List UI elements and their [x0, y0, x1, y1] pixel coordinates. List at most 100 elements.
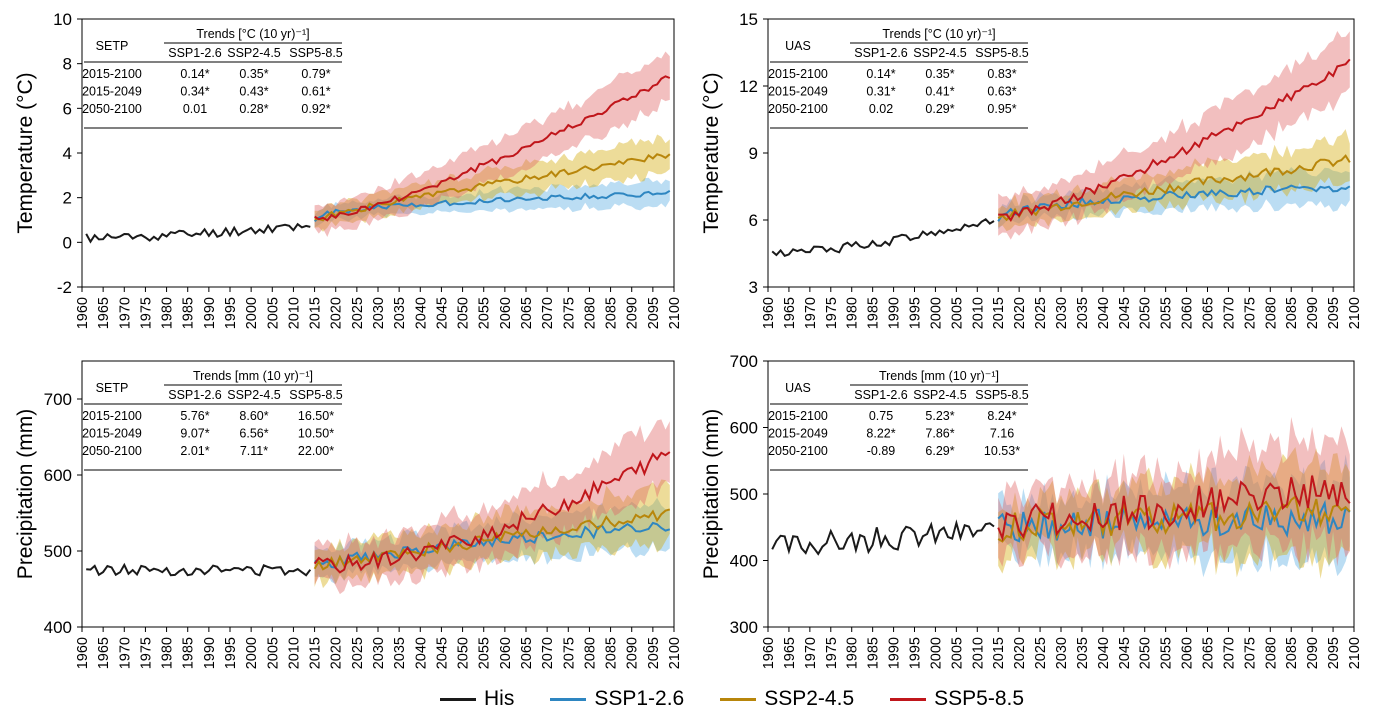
line-his-setp-precip	[86, 562, 312, 577]
x-tick-label-uas-temp: 2080	[1263, 297, 1279, 329]
y-tick-label-uas-precip: 400	[730, 552, 758, 571]
x-tick-label-uas-temp: 1960	[761, 297, 777, 329]
band-ssp126-setp-temp	[314, 177, 670, 228]
x-tick-label-uas-temp: 2055	[1159, 297, 1175, 329]
table-value-setp-precip: 6.56*	[239, 427, 268, 441]
table-period-setp-precip: 2050-2100	[82, 444, 142, 458]
x-tick-label-setp-temp: 2090	[625, 297, 641, 329]
x-tick-label-uas-temp: 2050	[1138, 297, 1154, 329]
table-value-uas-precip: 7.86*	[925, 427, 954, 441]
x-tick-label-uas-precip: 2080	[1263, 637, 1279, 669]
table-value-setp-temp: 0.92*	[301, 102, 330, 116]
x-tick-label-uas-precip: 2090	[1305, 637, 1321, 669]
table-value-uas-temp: 0.83*	[987, 67, 1016, 81]
x-tick-label-uas-temp: 2100	[1347, 297, 1363, 329]
line-ssp245-uas-precip	[997, 494, 1351, 543]
table-value-setp-precip: 7.11*	[240, 444, 268, 458]
x-tick-label-uas-temp: 1990	[887, 297, 903, 329]
x-tick-label-setp-temp: 2025	[350, 297, 366, 329]
table-value-uas-precip: 6.29*	[925, 444, 954, 458]
x-tick-label-uas-precip: 1985	[866, 637, 882, 669]
x-tick-label-uas-precip: 2100	[1347, 637, 1363, 669]
y-tick-label-setp-temp: 6	[63, 99, 72, 118]
legend-swatch-his	[440, 697, 476, 701]
y-tick-label-setp-precip: 400	[44, 618, 72, 637]
line-ssp585-uas-precip	[997, 475, 1351, 542]
x-tick-label-uas-precip: 2010	[970, 637, 986, 669]
x-tick-label-setp-temp: 2030	[371, 297, 387, 329]
table-col-uas-precip: SSP2-4.5	[913, 388, 967, 402]
line-his-setp-temp	[85, 222, 311, 244]
x-tick-label-uas-temp: 2015	[991, 297, 1007, 329]
x-tick-label-setp-temp: 2005	[265, 297, 281, 329]
y-axis-label-uas-precip: Precipitation (mm)	[700, 409, 723, 579]
x-tick-label-setp-temp: 1990	[202, 297, 218, 329]
x-tick-label-setp-temp: 2000	[244, 297, 260, 329]
band-ssp126-uas-temp	[998, 167, 1350, 229]
legend-label-his: His	[484, 687, 515, 710]
panel-uas-precip: 300 400 500 600 700 1960 1965 1970 1975 1980 1985 1…	[700, 352, 1363, 669]
x-tick-label-setp-temp: 1975	[138, 297, 154, 329]
x-tick-label-uas-temp: 1965	[782, 297, 798, 329]
x-tick-label-setp-precip: 1970	[117, 637, 133, 669]
legend-label-ssp245: SSP2-4.5	[764, 687, 855, 710]
table-value-uas-temp: 0.29*	[925, 102, 954, 116]
legend-label-ssp126: SSP1-2.6	[594, 687, 685, 710]
x-tick-label-uas-precip: 2035	[1075, 637, 1091, 669]
x-tick-label-uas-precip: 1990	[887, 637, 903, 669]
x-tick-label-uas-precip: 1995	[908, 637, 924, 669]
x-tick-label-uas-temp: 2035	[1075, 297, 1091, 329]
line-his-uas-precip	[771, 519, 995, 556]
table-value-setp-temp: 0.14*	[180, 67, 209, 81]
line-ssp585-setp-precip	[313, 451, 671, 574]
x-tick-label-setp-precip: 2025	[350, 637, 366, 669]
table-col-uas-precip: SSP5-8.5	[975, 388, 1029, 402]
table-header-setp-precip: Trends [mm (10 yr)⁻¹]	[193, 369, 313, 383]
x-tick-label-uas-precip: 2025	[1033, 637, 1049, 669]
line-ssp245-uas-temp	[997, 154, 1351, 222]
x-tick-label-uas-precip: 2020	[1012, 637, 1028, 669]
y-tick-label-setp-precip: 500	[44, 542, 72, 561]
table-value-uas-temp: 0.02	[869, 102, 893, 116]
table-value-setp-temp: 0.01	[183, 102, 207, 116]
x-tick-label-setp-precip: 2010	[286, 637, 302, 669]
legend-item-ssp245: SSP2-4.5	[720, 687, 854, 711]
y-tick-label-setp-temp: 0	[63, 233, 72, 252]
x-tick-label-setp-temp: 2010	[286, 297, 302, 329]
x-tick-label-setp-precip: 2020	[329, 637, 345, 669]
x-tick-label-uas-temp: 1995	[908, 297, 924, 329]
x-tick-label-setp-temp: 1970	[117, 297, 133, 329]
y-tick-label-setp-precip: 700	[44, 390, 72, 409]
band-ssp126-uas-precip	[998, 454, 1350, 578]
x-tick-label-setp-temp: 2035	[392, 297, 408, 329]
x-tick-label-setp-temp: 2020	[329, 297, 345, 329]
line-his-uas-temp	[771, 218, 995, 257]
table-header-setp-temp: Trends [°C (10 yr)⁻¹]	[196, 27, 309, 41]
x-tick-label-setp-precip: 2055	[477, 637, 493, 669]
x-tick-label-uas-temp: 1975	[824, 297, 840, 329]
x-tick-label-setp-precip: 2035	[392, 637, 408, 669]
x-tick-label-setp-precip: 1985	[181, 637, 197, 669]
legend-item-ssp585: SSP5-8.5	[890, 687, 1024, 711]
x-tick-label-uas-temp: 2075	[1242, 297, 1258, 329]
legend-item-his: His	[440, 687, 514, 711]
table-value-setp-temp: 0.79*	[301, 67, 330, 81]
table-value-setp-precip: 16.50*	[298, 409, 334, 423]
table-value-uas-precip: 10.53*	[984, 444, 1020, 458]
x-tick-label-setp-precip: 2000	[244, 637, 260, 669]
table-col-setp-precip: SSP1-2.6	[168, 388, 222, 402]
x-tick-label-uas-temp: 2000	[928, 297, 944, 329]
x-tick-label-setp-precip: 2075	[561, 637, 577, 669]
table-region-setp-precip: SETP	[96, 381, 129, 395]
x-tick-label-uas-precip: 2050	[1138, 637, 1154, 669]
x-tick-label-setp-precip: 2100	[667, 637, 683, 669]
x-tick-label-uas-precip: 2045	[1117, 637, 1133, 669]
table-period-setp-temp: 2015-2100	[82, 67, 142, 81]
x-tick-label-setp-precip: 2005	[265, 637, 281, 669]
table-period-uas-temp: 2050-2100	[768, 102, 828, 116]
x-tick-label-setp-temp: 2100	[667, 297, 683, 329]
x-tick-label-setp-precip: 2030	[371, 637, 387, 669]
x-tick-label-setp-precip: 2090	[625, 637, 641, 669]
x-tick-label-setp-precip: 2045	[434, 637, 450, 669]
